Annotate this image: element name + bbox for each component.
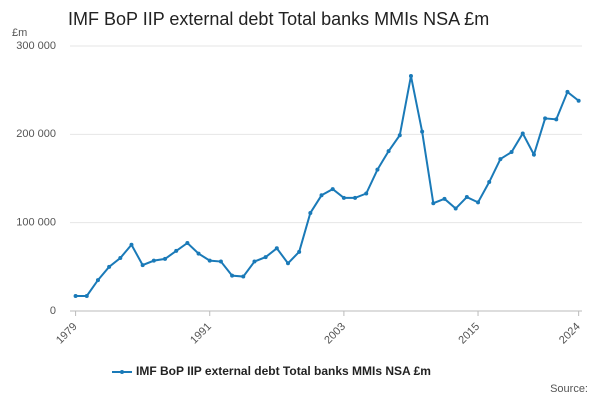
point [353, 195, 358, 200]
point [218, 259, 223, 264]
point [386, 149, 391, 154]
chart-title: IMF BoP IIP external debt Total banks MM… [68, 9, 489, 29]
point [476, 200, 481, 205]
point [531, 152, 536, 157]
point [263, 255, 268, 260]
line [75, 75, 580, 297]
point [543, 116, 548, 121]
point [107, 264, 112, 269]
point [453, 206, 458, 211]
point [196, 251, 201, 256]
x-tick-label: 2024 [557, 321, 583, 347]
x-tick-label: 1979 [54, 321, 80, 347]
y-tick-label: 300 000 [16, 40, 56, 52]
point [554, 117, 559, 122]
point [274, 246, 279, 251]
legend-label: IMF BoP IIP external debt Total banks MM… [136, 364, 431, 378]
point [319, 193, 324, 198]
point [118, 256, 123, 260]
x-tick-label: 2003 [322, 321, 348, 347]
point [151, 258, 156, 263]
point [185, 240, 190, 245]
point [576, 98, 581, 103]
point [73, 293, 78, 298]
y-unit: £m [12, 27, 27, 39]
point [140, 263, 145, 268]
y-tick-label: 200 000 [16, 128, 56, 140]
point [129, 242, 134, 247]
point [330, 187, 335, 192]
point [252, 259, 257, 264]
point [420, 129, 425, 134]
legend-marker [120, 370, 124, 374]
point [174, 248, 179, 253]
point [285, 261, 290, 266]
point [442, 196, 447, 201]
x-tick-label: 1991 [188, 321, 214, 347]
point [95, 278, 100, 283]
point [241, 274, 246, 279]
point [230, 273, 235, 278]
y-tick-label: 100 000 [16, 217, 56, 229]
y-tick-label: 0 [50, 305, 56, 317]
point [163, 256, 168, 261]
point [464, 195, 469, 200]
point [431, 201, 436, 206]
point [297, 249, 302, 254]
point [308, 210, 313, 215]
point [84, 293, 89, 298]
point [397, 133, 402, 138]
point [341, 195, 346, 200]
source: Source: [550, 383, 588, 395]
x-tick-label: 2015 [456, 321, 482, 347]
point [565, 89, 570, 94]
point [408, 74, 413, 79]
point [509, 150, 514, 154]
point [364, 191, 369, 196]
point [487, 180, 492, 185]
point [207, 258, 212, 263]
point [520, 131, 525, 136]
point [375, 167, 380, 172]
point [498, 157, 503, 162]
